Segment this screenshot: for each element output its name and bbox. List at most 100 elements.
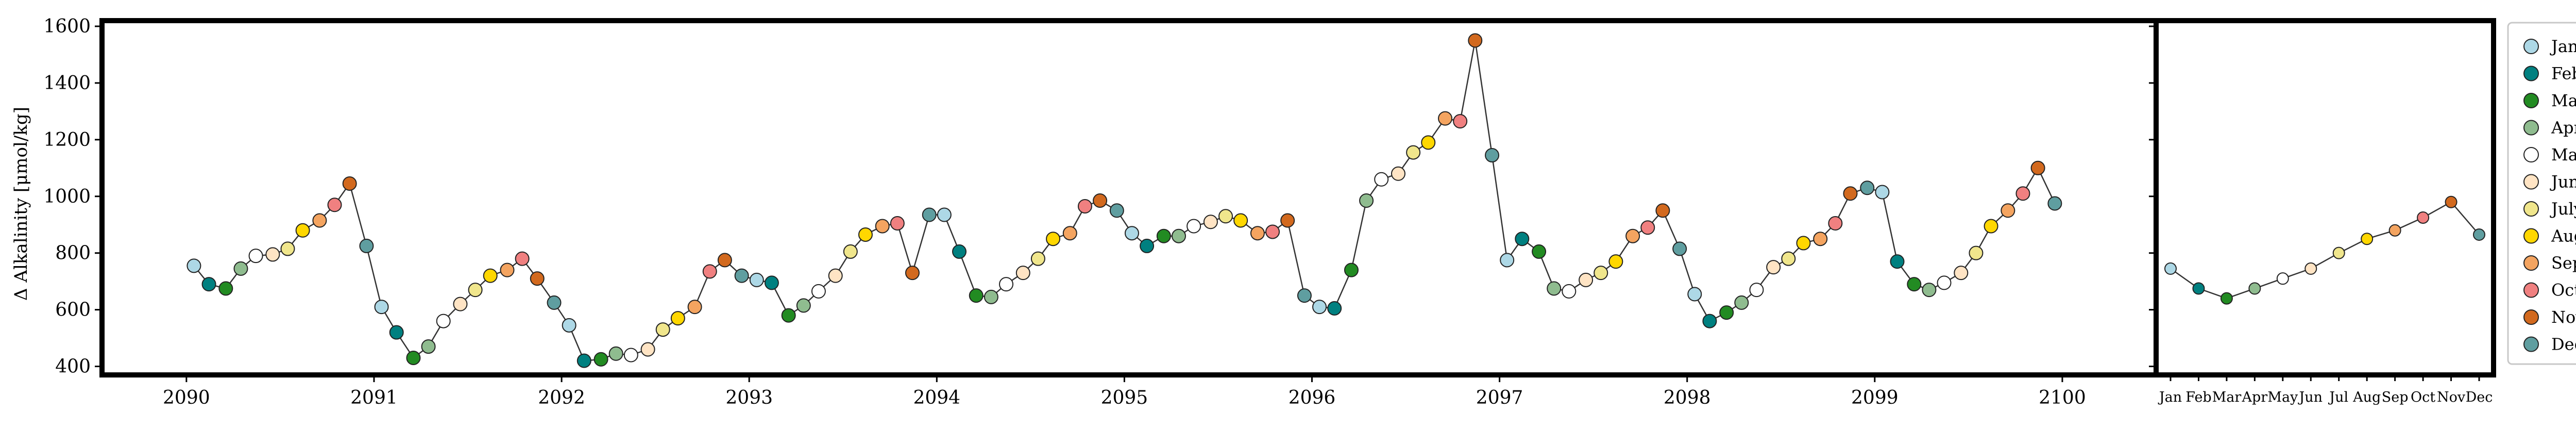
data-point <box>623 348 638 363</box>
climatology-tick-label: Dec <box>2466 389 2493 405</box>
legend-entry: Mar <box>2523 91 2576 110</box>
data-point <box>1719 305 1734 320</box>
data-point <box>1030 251 1045 266</box>
legend-marker <box>2523 201 2539 217</box>
legend-marker <box>2523 255 2539 271</box>
data-point <box>218 281 233 296</box>
climatology-plot-area <box>2164 195 2485 305</box>
data-point <box>1875 185 1890 200</box>
climatology-tick-label: Aug <box>2352 389 2381 405</box>
data-point <box>1438 111 1453 126</box>
data-point <box>1640 220 1655 235</box>
y-tick-label: 1600 <box>43 16 91 37</box>
data-point <box>1625 228 1640 243</box>
legend-marker <box>2523 309 2539 325</box>
climatology-point <box>2388 224 2401 237</box>
legend-label: Feb <box>2551 64 2576 84</box>
y-tick-label: 1200 <box>43 129 91 151</box>
legend-entry: Feb <box>2523 64 2576 84</box>
data-point <box>1218 209 1233 224</box>
data-point <box>828 268 843 283</box>
data-point <box>1077 199 1092 213</box>
data-point <box>1359 193 1374 208</box>
y-tick-label: 400 <box>55 356 91 377</box>
data-point <box>1265 224 1280 239</box>
legend-marker <box>2523 93 2539 108</box>
x-tick-label: 2094 <box>913 387 960 408</box>
data-point <box>468 283 483 298</box>
data-point <box>1124 226 1139 241</box>
data-point <box>875 219 890 234</box>
climatology-tick-label: Oct <box>2411 389 2435 405</box>
x-tick-label: 2096 <box>1289 387 1336 408</box>
legend-entry: Aug <box>2523 226 2576 246</box>
x-tick-label: 2092 <box>538 387 585 408</box>
climatology-point <box>2220 292 2233 305</box>
data-point <box>342 176 357 191</box>
climatology-point <box>2192 282 2205 295</box>
legend-entry: Jan <box>2523 37 2576 56</box>
data-point <box>1203 215 1218 229</box>
data-point <box>1860 180 1875 195</box>
data-point <box>1843 186 1858 201</box>
climatology-tick-label: Apr <box>2242 389 2268 405</box>
data-point <box>280 241 295 256</box>
data-point <box>1655 203 1670 218</box>
data-point <box>858 227 873 242</box>
data-point <box>984 289 998 304</box>
data-point <box>1421 135 1436 150</box>
data-point <box>843 244 858 259</box>
data-point <box>608 346 623 361</box>
data-point <box>374 300 389 315</box>
data-point <box>1515 232 1530 247</box>
data-point <box>295 223 310 238</box>
climatology-tick-label: Nov <box>2437 389 2466 405</box>
y-tick-label: 600 <box>55 300 91 321</box>
legend-entry: Oct <box>2523 281 2576 300</box>
x-tick-label: 2091 <box>350 387 398 408</box>
data-point <box>530 271 545 286</box>
climatology-point <box>2417 211 2430 224</box>
data-point <box>1749 283 1764 298</box>
data-point <box>1374 172 1389 187</box>
data-point <box>1813 232 1828 247</box>
data-point <box>1312 300 1327 315</box>
data-point <box>781 308 796 323</box>
month-legend: Jan Feb Mar Apr May June July Aug Sept Oct Nov Dec <box>2507 22 2576 365</box>
data-point <box>702 264 717 279</box>
legend-marker <box>2523 39 2539 54</box>
data-point <box>922 207 937 222</box>
data-point <box>1391 166 1405 181</box>
data-point <box>1297 288 1312 303</box>
data-point <box>764 275 779 290</box>
y-tick-label: 800 <box>55 243 91 264</box>
data-point <box>890 216 905 231</box>
data-point <box>2015 186 2030 201</box>
data-point <box>1734 295 1749 310</box>
legend-marker <box>2523 282 2539 298</box>
data-point <box>500 262 515 277</box>
data-point <box>421 339 436 354</box>
data-point <box>1233 213 1248 228</box>
x-axis-ticks: 2090 2091 2092 2093 2094 2095 2096 2097 2098 2099… <box>163 375 2086 408</box>
x-tick-label: 2100 <box>2039 387 2086 408</box>
legend-entry: June <box>2523 172 2576 192</box>
data-point <box>999 277 1014 292</box>
legend-entry: Apr <box>2523 118 2576 138</box>
legend-label: Nov <box>2551 307 2576 327</box>
data-point <box>359 238 374 253</box>
data-point <box>1687 287 1702 302</box>
climatology-tick-label: Jan <box>2158 389 2182 405</box>
data-point <box>453 297 468 311</box>
legend-marker <box>2523 120 2539 136</box>
data-point <box>1156 228 1171 243</box>
y-axis-ticks: 400 600 800 1000 1200 1400 1600 <box>43 16 2156 377</box>
data-point <box>1140 238 1155 253</box>
legend-entry: July <box>2523 199 2576 219</box>
data-point <box>749 272 764 287</box>
data-point <box>1344 262 1359 277</box>
data-point <box>1890 254 1905 269</box>
climatology-tick-label: May <box>2267 389 2298 405</box>
